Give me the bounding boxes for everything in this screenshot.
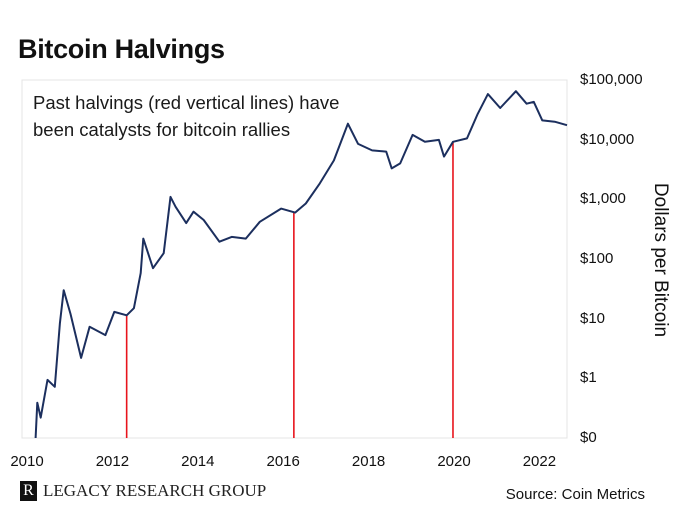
y-tick-label: $100	[580, 250, 614, 267]
y-tick-label: $1,000	[580, 190, 626, 208]
chart-title: Bitcoin Halvings	[18, 34, 225, 64]
y-tick-label: $1	[580, 369, 597, 387]
y-axis-title: Dollars per Bitcoin	[650, 182, 671, 338]
x-tick-label: 2018	[351, 453, 386, 470]
x-tick-label: 2022	[522, 453, 557, 470]
y-tick-label: $0	[580, 429, 597, 446]
x-tick-label: 2010	[10, 453, 44, 470]
x-tick-label: 2014	[181, 453, 215, 470]
source-note: Source: Coin Metrics	[505, 486, 645, 503]
y-tick-label: $10	[580, 309, 606, 327]
x-tick-label: 2020	[437, 453, 471, 470]
price-series-line	[34, 90, 568, 439]
logo-mark-icon: R	[20, 481, 37, 501]
annotation-line-2: been catalysts for bitcoin rallies	[33, 119, 291, 140]
brand-name: LEGACY RESEARCH GROUP	[43, 481, 267, 500]
y-tick-label: $10,000	[580, 130, 635, 148]
annotation-line-1: Past halvings (red vertical lines) have	[33, 92, 340, 113]
x-tick-label: 2012	[95, 453, 130, 470]
annotation: Past halvings (red vertical lines) have …	[33, 89, 339, 143]
x-tick-label: 2016	[266, 453, 300, 470]
y-tick-label: $100,000	[580, 71, 643, 88]
brand-logo: R LEGACY RESEARCH GROUP	[20, 481, 266, 501]
